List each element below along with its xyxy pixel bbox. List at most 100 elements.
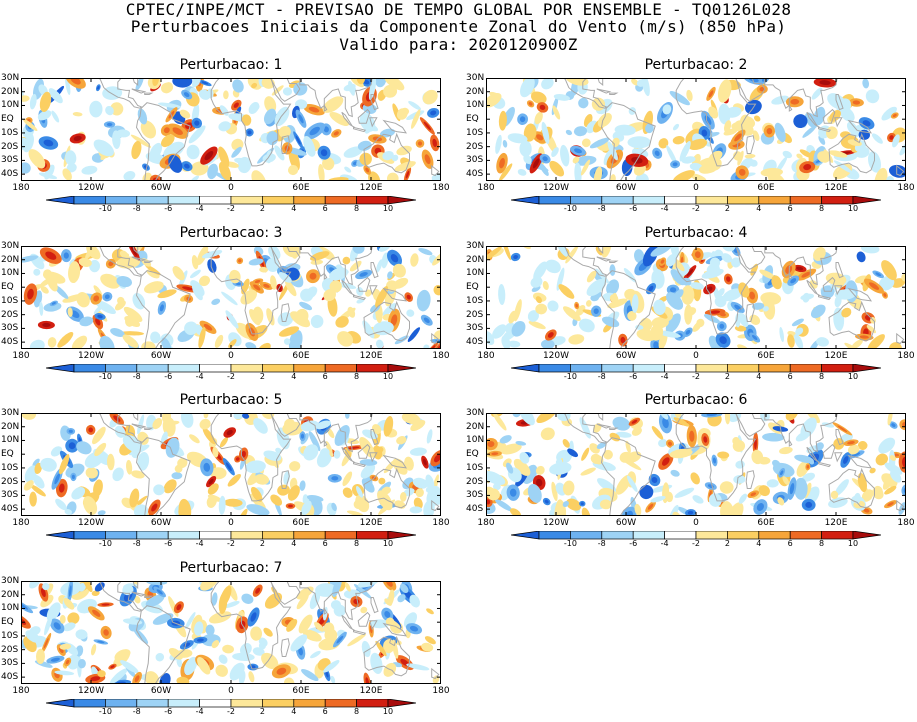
colorbar-max-arrow — [852, 196, 881, 205]
anomaly-blob — [207, 494, 222, 502]
anomaly-blob — [95, 300, 116, 315]
land-outline — [280, 303, 290, 322]
anomaly-blob — [556, 267, 565, 291]
anomaly-core — [353, 161, 357, 166]
land-outline — [834, 285, 843, 296]
anomaly-blob — [207, 483, 219, 495]
anomaly-blob — [601, 246, 612, 258]
anomaly-core — [253, 284, 261, 291]
anomaly-blob — [869, 467, 876, 474]
anomaly-core — [491, 452, 499, 456]
colorbar-label: 4 — [291, 707, 297, 716]
anomaly-core — [130, 246, 137, 256]
land-outline — [788, 438, 793, 447]
wind-perturbation-map — [486, 78, 906, 181]
colorbar-max-arrow — [387, 699, 416, 708]
colorbar-label: -10 — [563, 539, 577, 548]
anomaly-core — [254, 279, 261, 284]
anomaly-blob — [690, 472, 700, 485]
colorbar-segment — [664, 196, 697, 205]
anomaly-blob — [595, 246, 603, 256]
longitude-label: 180 — [432, 183, 450, 193]
land-outline — [280, 135, 290, 154]
anomaly-blob — [553, 93, 571, 101]
anomaly-blob — [603, 149, 613, 166]
anomaly-blob — [322, 157, 335, 171]
anomaly-blob — [189, 434, 200, 444]
land-outline — [382, 454, 408, 469]
anomaly-blob — [574, 162, 582, 181]
anomaly-blob — [586, 278, 607, 297]
anomaly-core — [276, 667, 287, 675]
anomaly-blob — [631, 427, 642, 436]
colorbar-label: 4 — [756, 204, 762, 213]
anomaly-blob — [554, 501, 562, 516]
anomaly-blob — [33, 78, 44, 100]
anomaly-core — [63, 252, 69, 259]
land-outline — [131, 591, 147, 597]
colorbar-segment — [570, 531, 603, 540]
anomaly-core — [790, 98, 800, 105]
colorbar-label: 6 — [322, 707, 328, 716]
anomaly-blob — [486, 92, 502, 108]
anomaly-core — [101, 603, 110, 606]
latitude-label: 40S — [1, 169, 19, 180]
longitude-label: 180 — [12, 518, 30, 528]
anomaly-core — [184, 163, 190, 169]
anomaly-core — [308, 106, 320, 113]
anomaly-blob — [872, 487, 884, 500]
anomaly-blob — [392, 263, 406, 278]
anomaly-blob — [161, 134, 175, 148]
anomaly-blob — [750, 263, 759, 276]
anomaly-blob — [353, 500, 363, 509]
anomaly-blob — [508, 310, 517, 324]
anomaly-core — [163, 127, 170, 134]
colorbar-segment — [136, 196, 169, 205]
anomaly-core — [225, 462, 232, 472]
longitude-label: 60E — [757, 351, 775, 361]
anomaly-blob — [867, 334, 885, 349]
latitude-label: 30N — [1, 73, 20, 83]
anomaly-blob — [302, 629, 322, 642]
anomaly-blob — [597, 113, 612, 128]
colorbar-max-arrow — [387, 364, 416, 373]
anomaly-blob — [541, 78, 554, 90]
anomaly-blob — [301, 500, 312, 516]
colorbar-label: -8 — [132, 204, 141, 213]
land-outline — [131, 256, 147, 262]
land-outline — [896, 164, 905, 177]
anomaly-blob — [533, 261, 548, 281]
longitude-label: 120W — [77, 183, 105, 193]
latitude-label: 20N — [1, 86, 20, 97]
anomaly-blob — [562, 306, 581, 321]
anomaly-core — [27, 288, 34, 300]
anomaly-core — [203, 323, 213, 331]
anomaly-blob — [541, 121, 550, 145]
latitude-label: 40S — [1, 504, 19, 515]
anomaly-blob — [75, 629, 88, 640]
anomaly-core — [648, 285, 654, 292]
anomaly-core — [750, 492, 757, 497]
anomaly-blob — [184, 321, 198, 336]
coastlines — [500, 246, 905, 349]
anomaly-blob — [218, 495, 226, 515]
anomaly-blob — [59, 454, 70, 475]
anomaly-blob — [615, 474, 632, 495]
anomaly-blob — [47, 337, 57, 348]
anomaly-core — [806, 465, 810, 469]
anomaly-core — [58, 483, 65, 493]
colorbar-label: -6 — [629, 372, 638, 381]
anomaly-blob — [383, 84, 398, 98]
anomaly-blob — [498, 110, 507, 131]
anomaly-blob — [528, 320, 546, 330]
colorbar — [511, 531, 881, 540]
anomaly-core — [796, 117, 804, 125]
colorbar-segment — [105, 531, 138, 540]
anomaly-blob — [892, 134, 900, 148]
land-outline — [270, 78, 301, 102]
anomaly-blob — [508, 340, 521, 348]
anomaly-blob — [573, 126, 588, 137]
anomaly-blob — [323, 289, 336, 302]
anomaly-blob — [547, 300, 559, 312]
anomaly-blob — [802, 125, 817, 138]
